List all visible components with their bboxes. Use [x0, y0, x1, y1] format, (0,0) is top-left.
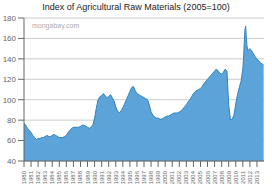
- svg-text:1980: 1980: [21, 170, 27, 184]
- svg-text:1994: 1994: [120, 170, 126, 184]
- svg-text:140: 140: [3, 55, 17, 64]
- svg-text:1991: 1991: [99, 170, 105, 184]
- svg-text:2002: 2002: [176, 170, 182, 184]
- svg-text:2005: 2005: [197, 170, 203, 184]
- svg-text:2010: 2010: [233, 170, 239, 184]
- html-text:mongabay.com: mongabay.com: [32, 22, 80, 29]
- svg-text:1988: 1988: [77, 170, 83, 184]
- svg-text:2007: 2007: [212, 170, 218, 184]
- svg-text:1983: 1983: [42, 170, 48, 184]
- html-text:Index of Agricultural Raw Mate: Index of Agricultural Raw Materials (200…: [42, 2, 230, 12]
- svg-text:1997: 1997: [141, 170, 147, 184]
- svg-text:2006: 2006: [205, 170, 211, 184]
- svg-text:180: 180: [3, 14, 17, 23]
- svg-text:80: 80: [7, 116, 16, 125]
- svg-text:1990: 1990: [92, 170, 98, 184]
- svg-text:1989: 1989: [85, 170, 91, 184]
- svg-text:60: 60: [7, 136, 16, 145]
- svg-text:160: 160: [3, 34, 17, 43]
- svg-text:2008: 2008: [219, 170, 225, 184]
- svg-text:1998: 1998: [148, 170, 154, 184]
- svg-text:40: 40: [7, 157, 16, 166]
- svg-text:120: 120: [3, 75, 17, 84]
- svg-text:2003: 2003: [183, 170, 189, 184]
- svg-text:2000: 2000: [162, 170, 168, 184]
- svg-text:2012: 2012: [247, 170, 253, 184]
- svg-text:2009: 2009: [226, 170, 232, 184]
- svg-text:1996: 1996: [134, 170, 140, 184]
- svg-text:1985: 1985: [56, 170, 62, 184]
- svg-text:2004: 2004: [190, 170, 196, 184]
- svg-text:1999: 1999: [155, 170, 161, 184]
- svg-text:100: 100: [3, 96, 17, 105]
- svg-text:1987: 1987: [70, 170, 76, 184]
- svg-text:2001: 2001: [169, 170, 175, 184]
- svg-text:1992: 1992: [106, 170, 112, 184]
- svg-text:1984: 1984: [49, 170, 55, 184]
- svg-text:1986: 1986: [63, 170, 69, 184]
- svg-text:2011: 2011: [240, 170, 246, 184]
- svg-text:2013: 2013: [254, 170, 260, 184]
- svg-text:1982: 1982: [35, 170, 41, 184]
- svg-text:1995: 1995: [127, 170, 133, 184]
- svg-text:1981: 1981: [28, 170, 34, 184]
- svg-text:1993: 1993: [113, 170, 119, 184]
